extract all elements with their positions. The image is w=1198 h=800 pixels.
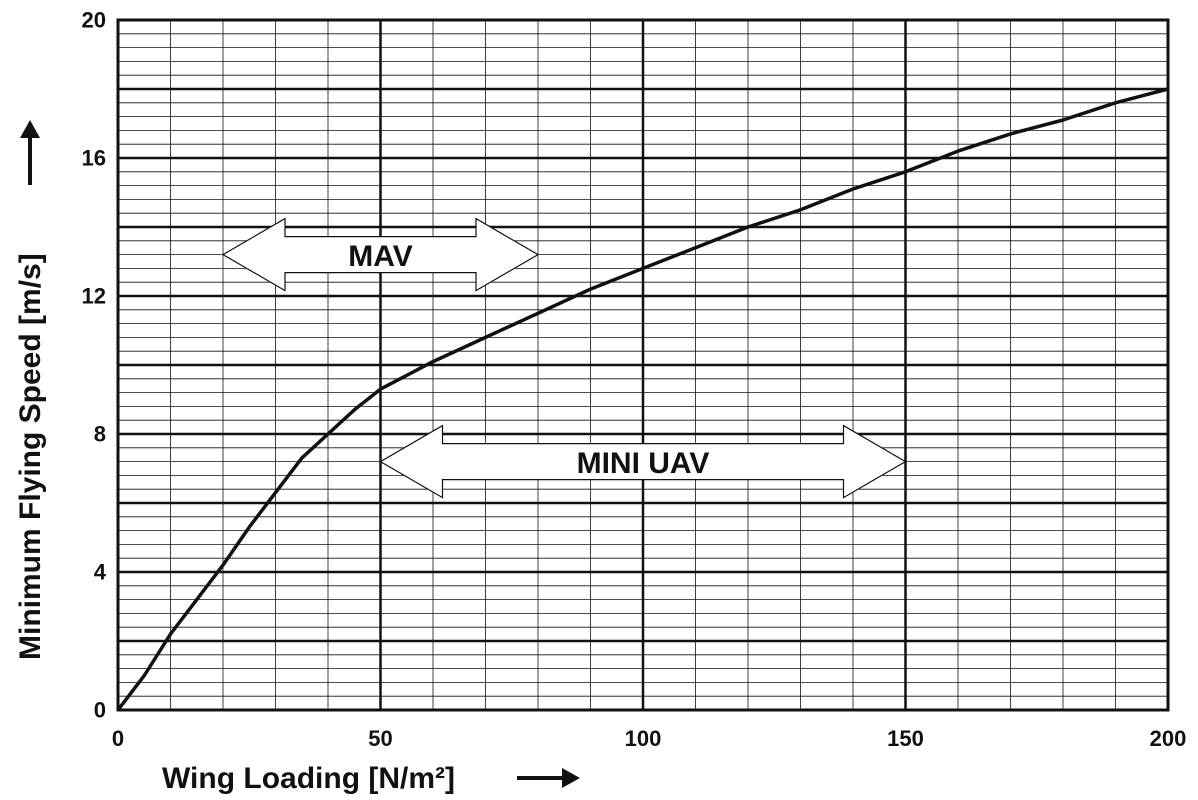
y-tick-label: 8: [94, 422, 106, 447]
grid: [116, 18, 1170, 712]
y-axis-label: Minimum Flying Speed [m/s]: [14, 253, 47, 660]
x-axis-ticks: 0 50 100 150 200: [112, 726, 1186, 751]
y-tick-label: 16: [82, 146, 106, 171]
mav-band: MAV: [221, 217, 540, 292]
x-axis-arrow-icon: [517, 768, 580, 788]
y-tick-label: 12: [82, 284, 106, 309]
y-axis-title: Minimum Flying Speed [m/s]: [14, 120, 47, 660]
y-axis-ticks: 0 4 8 12 16 20: [82, 8, 107, 723]
mini-uav-arrow: [379, 424, 907, 499]
plot-frame: [116, 18, 1170, 712]
x-tick-label: 200: [1150, 726, 1187, 751]
mav-label: MAV: [348, 240, 412, 273]
y-tick-label: 4: [94, 560, 107, 585]
y-tick-label: 0: [94, 698, 106, 723]
y-tick-label: 20: [82, 8, 106, 33]
mini-uav-band: MINI UAV: [379, 424, 907, 499]
x-tick-label: 0: [112, 726, 124, 751]
x-tick-label: 100: [625, 726, 662, 751]
x-axis-label: Wing Loading [N/m²]: [162, 762, 455, 795]
x-axis-title: Wing Loading [N/m²]: [162, 762, 580, 795]
mav-arrow: [221, 217, 540, 292]
y-axis-arrow-icon: [20, 120, 40, 185]
x-tick-label: 50: [368, 726, 392, 751]
x-tick-label: 150: [887, 726, 924, 751]
series-line: [116, 87, 1169, 712]
mini-uav-label: MINI UAV: [577, 447, 710, 480]
range-annotations: MAV MINI UAV: [221, 217, 907, 499]
